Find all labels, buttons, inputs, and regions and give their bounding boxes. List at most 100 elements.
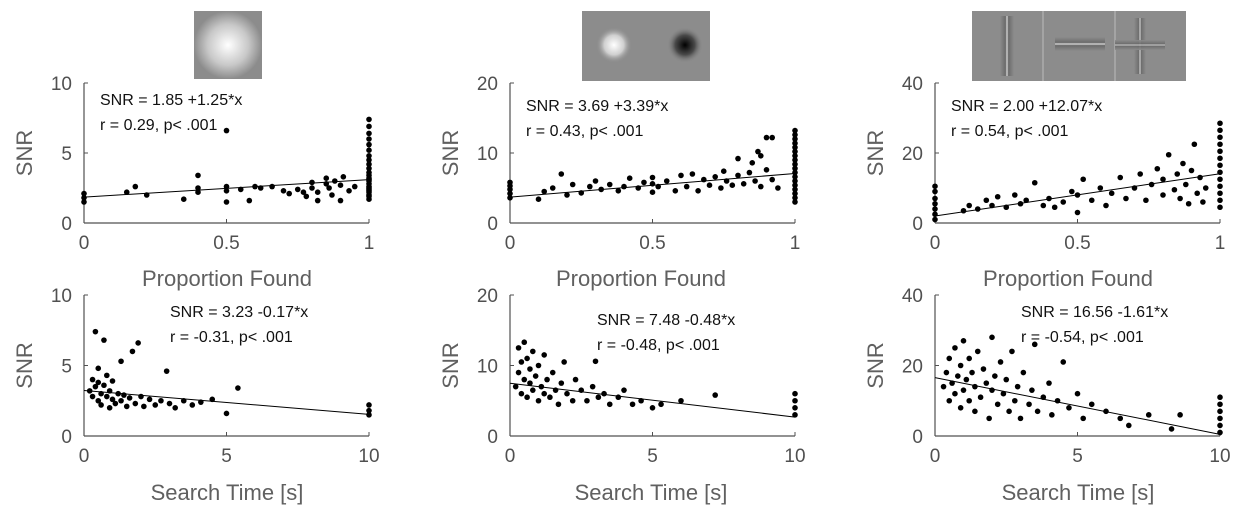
data-point: [1217, 176, 1223, 183]
data-point: [209, 396, 216, 403]
data-point: [792, 397, 798, 404]
data-point: [1217, 183, 1223, 190]
data-point: [366, 147, 372, 153]
data-point: [1200, 199, 1206, 205]
data-point: [198, 399, 204, 405]
x-tick-label: 0.5: [1064, 233, 1090, 254]
data-point: [366, 153, 372, 159]
x-tick-label: 0.5: [639, 233, 665, 254]
data-point: [792, 199, 798, 205]
data-point: [994, 193, 1001, 200]
data-point: [592, 178, 599, 184]
data-point: [223, 199, 230, 205]
data-point: [943, 369, 950, 376]
data-point: [997, 359, 1004, 365]
data-point: [763, 167, 770, 173]
data-point: [257, 185, 264, 191]
x-tick-label: 10: [358, 446, 379, 467]
y-axis-label: SNR: [863, 342, 888, 388]
data-point: [695, 188, 701, 194]
dog-filters-icon: [582, 11, 710, 81]
data-point: [621, 183, 627, 190]
gaussian-blob-icon: [194, 11, 262, 79]
data-point: [530, 348, 536, 355]
data-point: [1165, 151, 1172, 158]
data-point: [1054, 397, 1061, 404]
data-point: [1049, 412, 1055, 418]
data-point: [541, 188, 547, 195]
data-point: [86, 388, 93, 394]
data-point: [89, 376, 96, 383]
x-axis-label: Proportion Found: [556, 266, 726, 291]
data-point: [1123, 195, 1129, 202]
data-point: [163, 368, 170, 374]
data-point: [792, 405, 798, 411]
data-point: [792, 190, 798, 197]
y-axis-label: SNR: [12, 342, 37, 388]
x-axis-label: Search Time [s]: [575, 480, 728, 505]
data-point: [626, 175, 633, 181]
y-tick-label: 20: [902, 357, 923, 378]
data-point: [549, 185, 556, 191]
data-point: [132, 183, 139, 190]
data-point: [663, 178, 670, 184]
data-point: [564, 192, 570, 198]
data-point: [758, 153, 764, 159]
data-point: [960, 338, 967, 344]
data-point: [1046, 195, 1052, 202]
data-point: [1003, 376, 1010, 383]
data-point: [366, 130, 372, 137]
data-point: [1012, 192, 1018, 198]
data-point: [672, 188, 679, 194]
data-point: [1154, 165, 1161, 172]
data-point: [323, 181, 330, 187]
data-point: [1060, 199, 1067, 205]
data-point: [1051, 204, 1058, 211]
x-tick-label: 5: [647, 446, 658, 467]
scatter-panel-bottom-left: 0 5 10 0 5 10 Search Time [s] SNR SNR = 3.23 -0.…: [12, 286, 380, 505]
data-point: [1217, 141, 1223, 148]
data-point: [118, 358, 124, 365]
data-point: [89, 393, 96, 400]
data-point: [983, 380, 990, 386]
data-point: [323, 175, 330, 181]
data-point: [561, 359, 567, 365]
data-point: [135, 340, 141, 346]
data-point: [746, 169, 753, 176]
data-point: [558, 171, 565, 177]
data-point: [129, 348, 136, 355]
data-point: [1183, 181, 1189, 188]
y-axis-label: SNR: [438, 342, 463, 388]
data-point: [223, 127, 230, 134]
data-point: [952, 345, 958, 351]
data-point: [1074, 390, 1081, 397]
data-point: [1217, 429, 1223, 436]
data-point: [1066, 405, 1072, 411]
data-point: [932, 188, 938, 195]
data-point: [989, 202, 995, 209]
y-tick-label: 0: [487, 214, 498, 235]
data-point: [189, 402, 196, 408]
data-point: [974, 348, 981, 355]
data-point: [92, 383, 99, 390]
data-point: [101, 337, 107, 343]
y-tick-label: 0: [912, 427, 923, 448]
data-point: [1046, 380, 1052, 386]
data-point: [989, 334, 995, 341]
regression-line: [509, 382, 796, 418]
data-point: [606, 401, 613, 408]
data-point: [1185, 200, 1192, 207]
data-point: [966, 355, 972, 362]
data-point: [1171, 186, 1178, 193]
data-point: [720, 168, 727, 174]
data-point: [515, 345, 522, 351]
data-point: [1103, 408, 1109, 415]
data-point: [252, 183, 258, 190]
data-point: [949, 380, 955, 386]
data-point: [972, 408, 978, 415]
data-point: [118, 397, 124, 404]
data-point: [237, 186, 244, 193]
data-point: [538, 383, 545, 390]
x-tick-label: 0: [930, 233, 941, 254]
